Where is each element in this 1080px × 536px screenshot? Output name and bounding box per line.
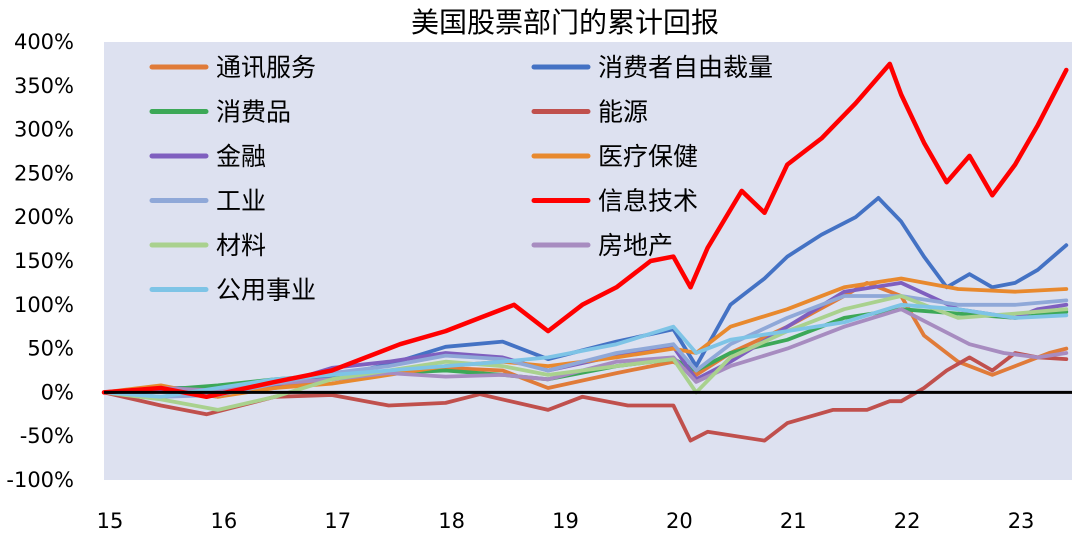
x-tick-label: 16 — [211, 509, 238, 533]
y-tick-label: 200% — [14, 205, 74, 229]
legend-label: 通讯服务 — [216, 53, 316, 82]
y-tick-label: -100% — [6, 468, 74, 492]
legend-label: 金融 — [216, 142, 266, 171]
x-tick-label: 15 — [97, 509, 124, 533]
y-tick-label: 150% — [14, 249, 74, 273]
x-tick-label: 22 — [894, 509, 921, 533]
x-axis-ticks: 15 16 17 18 19 20 21 22 23 — [97, 509, 1035, 533]
x-tick-label: 23 — [1008, 509, 1035, 533]
series-line-7 — [101, 61, 1069, 400]
legend-label: 消费品 — [216, 98, 291, 127]
y-tick-label: 400% — [14, 30, 74, 54]
x-tick-label: 17 — [324, 509, 351, 533]
y-axis-ticks: -100% -50% 0% 50% 100% 150% 200% 250% 300% 350% 40… — [6, 30, 74, 492]
legend-label: 工业 — [216, 187, 266, 216]
y-tick-label: 100% — [14, 293, 74, 317]
legend-label: 信息技术 — [598, 187, 698, 216]
x-tick-label: 21 — [780, 509, 807, 533]
chart-title: 美国股票部门的累计回报 — [411, 6, 719, 39]
series-line-10 — [102, 294, 1069, 412]
y-tick-label: -50% — [20, 424, 74, 448]
series-layer — [101, 61, 1069, 443]
series-line-4 — [102, 351, 1069, 443]
x-tick-label: 19 — [552, 509, 579, 533]
y-tick-label: 0% — [41, 380, 74, 404]
y-tick-label: 250% — [14, 161, 74, 185]
legend-label: 公用事业 — [216, 276, 316, 305]
series-line-6 — [102, 276, 1069, 399]
legend-label: 能源 — [598, 98, 648, 127]
y-tick-label: 50% — [27, 337, 74, 361]
legend-label: 消费者自由裁量 — [598, 53, 773, 82]
legend-label: 房地产 — [598, 231, 673, 260]
legend-label: 材料 — [216, 231, 266, 260]
y-tick-label: 350% — [14, 74, 74, 98]
series-line-11 — [102, 302, 1069, 399]
legend-label: 医疗保健 — [598, 142, 698, 171]
x-tick-label: 20 — [666, 509, 693, 533]
y-tick-label: 300% — [14, 118, 74, 142]
x-tick-label: 18 — [438, 509, 465, 533]
